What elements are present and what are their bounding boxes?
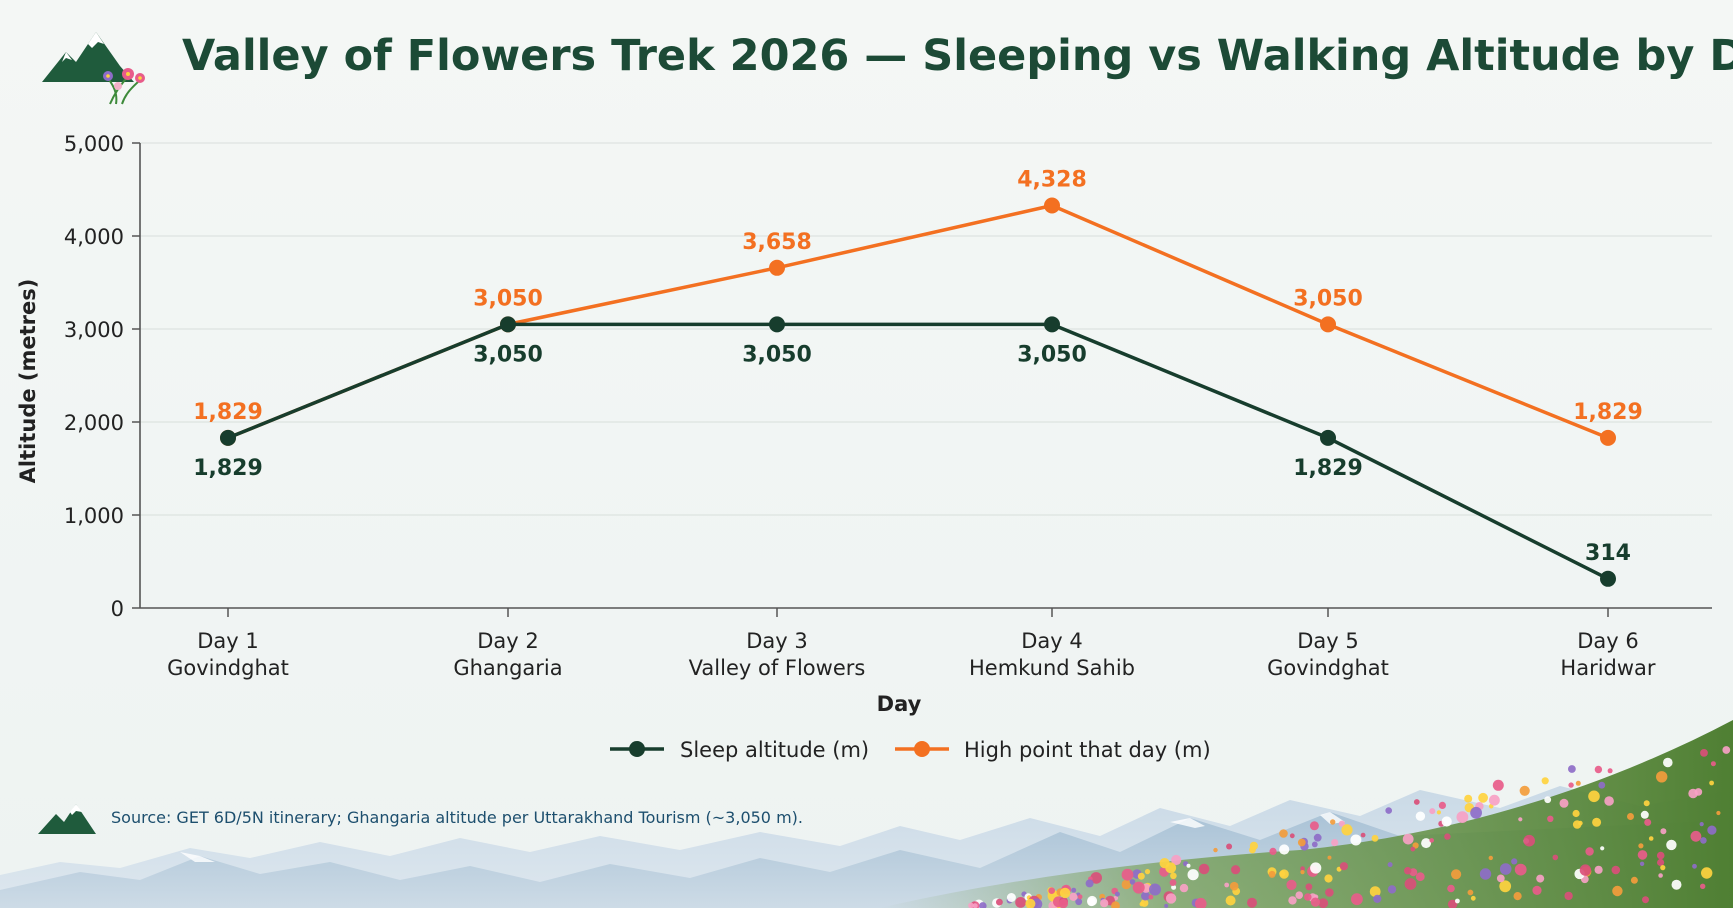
series-line: [227, 322, 1609, 581]
legend-item: Sleep altitude (m): [610, 738, 869, 762]
x-tick-label: Day 3: [746, 629, 808, 653]
legend: Sleep altitude (m) High point that day (m…: [610, 738, 1211, 762]
legend-label: High point that day (m): [964, 738, 1211, 762]
data-point: [1044, 197, 1060, 214]
x-tick-label: Day 5: [1297, 629, 1359, 653]
data-label: 3,050: [1293, 286, 1363, 311]
data-point: [1600, 429, 1616, 446]
data-label: 3,050: [1017, 342, 1087, 367]
y-tick-label: 0: [111, 597, 124, 621]
y-tick-label: 1,000: [64, 504, 124, 528]
x-axis-ticks: Day 1 Govindghat Day 2 Ghangaria Day 3 Valley…: [167, 608, 1656, 680]
x-tick-label: Day 4: [1021, 629, 1083, 653]
data-point: [1320, 316, 1336, 333]
series-sleep-altitude: [220, 316, 1616, 587]
data-point: [1320, 429, 1336, 446]
y-tick-label: 2,000: [64, 411, 124, 435]
x-tick-label: Valley of Flowers: [689, 656, 866, 680]
y-tick-label: 3,000: [64, 318, 124, 342]
y-axis-title: Altitude (metres): [16, 279, 40, 484]
y-tick-label: 4,000: [64, 225, 124, 249]
mountain-flowers-icon: [42, 32, 145, 105]
source-note: Source: GET 6D/5N itinerary; Ghangaria a…: [111, 808, 803, 827]
x-tick-label: Day 1: [197, 629, 259, 653]
series-layer: [220, 197, 1616, 587]
data-label: 1,829: [193, 400, 263, 425]
y-tick-label: 5,000: [64, 132, 124, 156]
data-point: [1044, 316, 1060, 333]
gridlines: [140, 142, 1712, 516]
data-point: [500, 316, 516, 333]
x-tick-label: Hemkund Sahib: [969, 656, 1135, 680]
data-label: 4,328: [1017, 167, 1087, 192]
data-label: 1,829: [1293, 456, 1363, 481]
legend-marker: [629, 741, 645, 757]
axes: [139, 143, 1712, 609]
x-tick-label: Haridwar: [1560, 656, 1656, 680]
y-axis-ticks: 0 1,000 2,000 3,000 4,000 5,000: [64, 132, 140, 621]
legend-marker: [914, 741, 930, 757]
mountain-icon: [38, 804, 96, 834]
x-tick-label: Day 6: [1577, 629, 1639, 653]
x-tick-label: Day 2: [477, 629, 539, 653]
chart-title: Valley of Flowers Trek 2026 — Sleeping v…: [182, 31, 1733, 81]
data-point: [220, 429, 236, 446]
data-label: 314: [1585, 541, 1631, 566]
x-tick-label: Ghangaria: [453, 656, 562, 680]
data-point: [769, 259, 785, 276]
data-label: 3,050: [473, 342, 543, 367]
x-tick-label: Govindghat: [1267, 656, 1389, 680]
x-tick-label: Govindghat: [167, 656, 289, 680]
data-labels: 1,829 3,050 3,050 3,050 1,829 314 1,829 3,050 3,…: [193, 167, 1643, 565]
x-axis-title: Day: [877, 692, 922, 716]
data-label: 3,658: [742, 230, 812, 255]
legend-label: Sleep altitude (m): [680, 738, 869, 762]
legend-item: High point that day (m): [895, 738, 1211, 762]
data-point: [1600, 570, 1616, 587]
data-point: [769, 316, 785, 333]
data-label: 1,829: [193, 456, 263, 481]
mountains-and-flowers-illustration: [0, 720, 1733, 908]
data-label: 3,050: [473, 286, 543, 311]
data-label: 1,829: [1573, 400, 1643, 425]
data-label: 3,050: [742, 342, 812, 367]
